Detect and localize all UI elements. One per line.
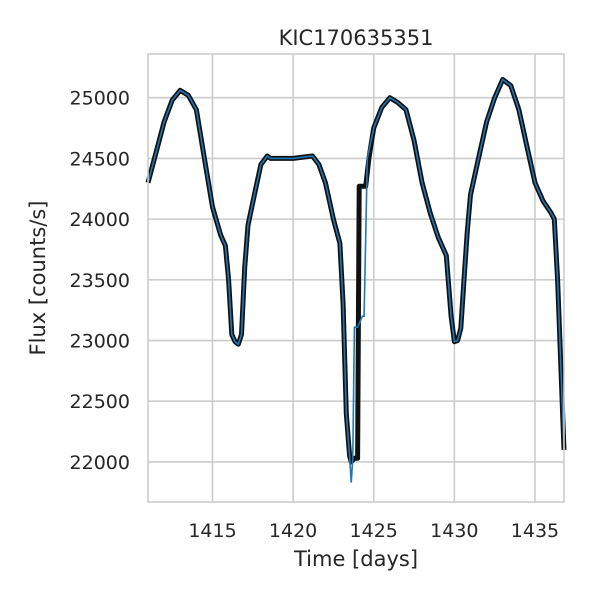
- y-tick-label: 25000: [70, 88, 130, 110]
- x-tick-label: 1430: [430, 520, 478, 542]
- x-tick-label: 1415: [188, 520, 236, 542]
- x-tick-label: 1420: [269, 520, 317, 542]
- model-flux-line: [147, 78, 565, 483]
- x-tick-labels: 1415 1420 1425 1430 1435: [188, 520, 559, 542]
- y-tick-label: 22500: [70, 391, 130, 413]
- y-tick-label: 24000: [70, 209, 130, 231]
- chart-title: KIC170635351: [279, 26, 434, 50]
- x-tick-label: 1435: [511, 520, 559, 542]
- y-tick-label: 23500: [70, 270, 130, 292]
- y-tick-labels: 22000 22500 23000 23500 24000 24500 25000: [70, 88, 130, 474]
- y-tick-label: 22000: [70, 452, 130, 474]
- x-axis-label: Time [days]: [293, 547, 418, 571]
- plot-frame: [147, 53, 565, 503]
- y-axis-label: Flux [counts/s]: [26, 201, 50, 356]
- series-lines: [145, 77, 567, 483]
- raw-flux-band: [145, 77, 567, 465]
- y-tick-label: 23000: [70, 331, 130, 353]
- x-tick-label: 1425: [350, 520, 398, 542]
- y-tick-label: 24500: [70, 148, 130, 170]
